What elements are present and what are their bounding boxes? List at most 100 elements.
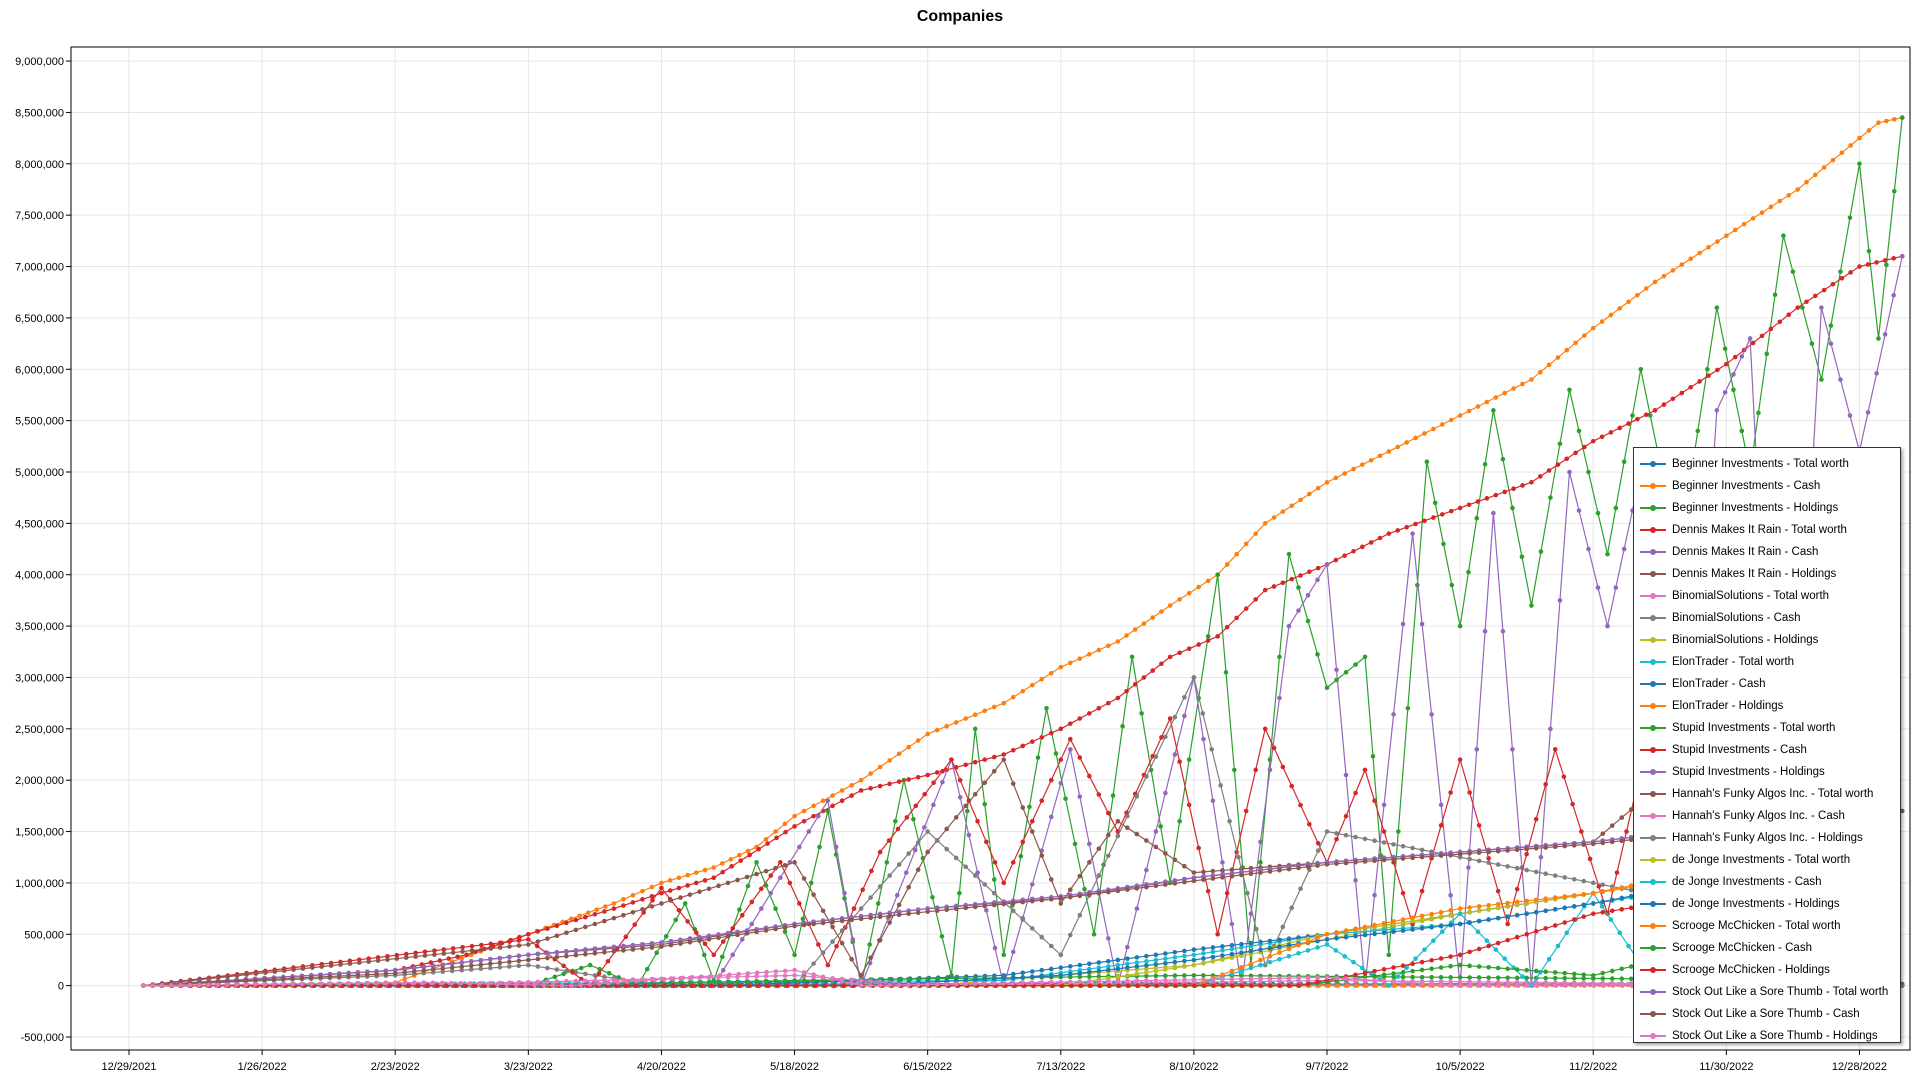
data-point [1150, 668, 1155, 673]
data-point [425, 983, 430, 988]
series-20 [140, 860, 1862, 988]
data-point [953, 815, 959, 820]
data-point [1475, 929, 1481, 935]
data-point [668, 898, 674, 903]
data-point [1229, 921, 1235, 927]
data-point [1857, 135, 1862, 141]
data-point [644, 966, 650, 972]
data-point [497, 955, 503, 961]
data-point [1731, 387, 1736, 393]
data-point [1115, 695, 1121, 701]
data-point [877, 764, 883, 770]
data-point [1205, 578, 1211, 584]
data-point [1072, 841, 1078, 847]
data-point [1438, 909, 1444, 915]
data-point [1573, 340, 1578, 346]
data-point [564, 953, 569, 959]
series-13 [140, 685, 1862, 988]
data-point [1029, 974, 1035, 980]
data-point [611, 977, 617, 983]
data-point [1364, 983, 1369, 988]
data-point [1286, 936, 1292, 941]
data-point [1224, 562, 1230, 567]
data-point [1220, 875, 1225, 880]
data-point [1739, 354, 1745, 359]
data-point [169, 983, 174, 988]
data-point [366, 959, 371, 964]
data-point [777, 875, 783, 881]
data-point [1048, 730, 1054, 736]
data-point [234, 973, 240, 978]
data-point [1296, 585, 1301, 590]
data-point [413, 954, 418, 959]
data-point [1600, 909, 1606, 915]
data-point [944, 981, 949, 987]
data-point [833, 844, 839, 850]
data-point [1220, 860, 1225, 865]
data-point [1277, 937, 1282, 943]
data-point [1262, 521, 1268, 526]
data-point [991, 704, 997, 710]
data-point [579, 965, 584, 971]
data-point [1628, 883, 1634, 889]
data-point [1795, 305, 1800, 310]
data-point [868, 895, 873, 900]
data-point [1848, 270, 1853, 275]
data-point [685, 872, 690, 878]
data-point [1404, 440, 1409, 445]
data-point [735, 932, 740, 938]
data-point [611, 906, 617, 911]
data-point [1333, 475, 1339, 481]
data-point [1029, 980, 1035, 985]
data-point [1486, 855, 1491, 861]
data-point [649, 904, 655, 909]
data-point [1315, 840, 1321, 846]
data-point [1486, 902, 1491, 908]
data-point [516, 963, 522, 969]
data-point [1220, 972, 1225, 977]
data-point [1608, 917, 1614, 922]
data-point [982, 981, 988, 986]
data-point [1172, 881, 1178, 886]
data-point [1370, 753, 1376, 759]
data-point [559, 983, 565, 988]
data-point [868, 955, 873, 961]
data-point [406, 983, 411, 988]
data-point [1106, 958, 1111, 964]
data-point [697, 889, 702, 895]
data-point [697, 934, 702, 940]
data-point [1191, 952, 1197, 958]
data-point [1410, 531, 1415, 536]
data-point [1077, 656, 1083, 661]
data-point [1595, 510, 1601, 516]
data-point [1457, 505, 1463, 511]
data-point [455, 954, 460, 960]
data-point [1163, 967, 1168, 972]
data-point [1457, 413, 1463, 418]
data-point [479, 942, 484, 948]
data-point [1759, 333, 1765, 339]
data-point [925, 982, 930, 987]
data-point [939, 934, 945, 939]
series-21 [140, 849, 1862, 988]
data-point [830, 976, 835, 982]
data-point [1449, 582, 1455, 588]
data-point [1258, 860, 1263, 865]
data-point [1010, 781, 1016, 786]
data-point [957, 777, 963, 783]
data-point [1628, 893, 1634, 899]
data-point [291, 967, 296, 972]
data-point [1609, 968, 1615, 974]
data-point [1258, 983, 1263, 988]
data-point [545, 955, 550, 961]
data-point [801, 818, 807, 824]
data-point [706, 979, 712, 985]
data-point [1520, 974, 1525, 979]
data-point [478, 966, 484, 972]
data-point [573, 917, 579, 923]
data-point [603, 904, 608, 909]
data-point [602, 977, 607, 983]
data-point [906, 885, 911, 890]
data-point [1236, 854, 1241, 860]
data-point [430, 963, 436, 969]
